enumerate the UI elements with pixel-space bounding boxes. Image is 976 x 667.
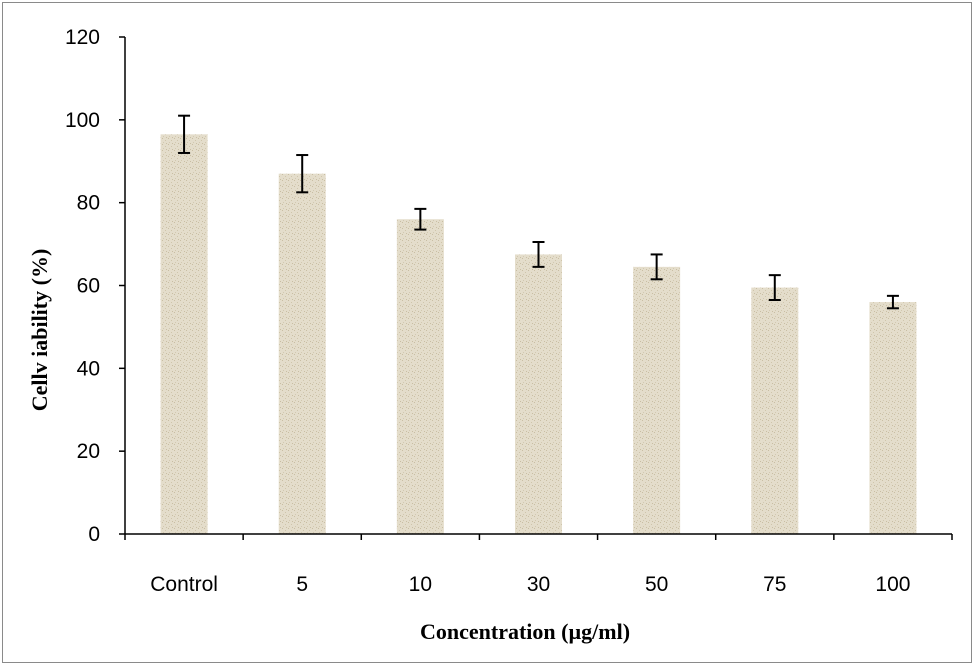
y-tick-label: 20 <box>77 440 100 463</box>
y-tick-label: 80 <box>77 192 100 215</box>
bar-50 <box>633 266 681 534</box>
x-tick-label: 10 <box>409 573 432 596</box>
bar-control <box>160 134 208 534</box>
bar-10 <box>396 219 444 534</box>
bar-30 <box>515 254 562 534</box>
bar-100 <box>869 302 917 534</box>
error-bar-100 <box>886 294 899 310</box>
error-bar-5 <box>296 154 309 194</box>
y-tick-label: 120 <box>65 26 100 49</box>
x-axis-title: Concentration (µg/ml) <box>420 619 630 644</box>
bar-5 <box>278 173 326 535</box>
y-tick-label: 0 <box>88 523 100 546</box>
x-tick-label: 50 <box>645 573 668 596</box>
x-tick-label: 30 <box>527 573 550 596</box>
y-tick-label: 60 <box>77 275 100 298</box>
y-tick-label: 40 <box>77 357 100 380</box>
x-tick-label: 75 <box>763 573 786 596</box>
error-bar-50 <box>650 253 663 281</box>
x-tick-label: 5 <box>296 573 308 596</box>
error-bar-75 <box>768 274 781 301</box>
x-tick-label: Control <box>150 573 218 596</box>
error-bar-control <box>178 114 191 154</box>
error-bar-30 <box>532 241 545 268</box>
x-tick-label: 100 <box>875 573 910 596</box>
y-tick-label: 100 <box>65 109 100 132</box>
bar-75 <box>751 287 799 534</box>
y-axis-title: Cellv iability (%) <box>27 249 52 412</box>
error-bar-10 <box>414 207 427 231</box>
